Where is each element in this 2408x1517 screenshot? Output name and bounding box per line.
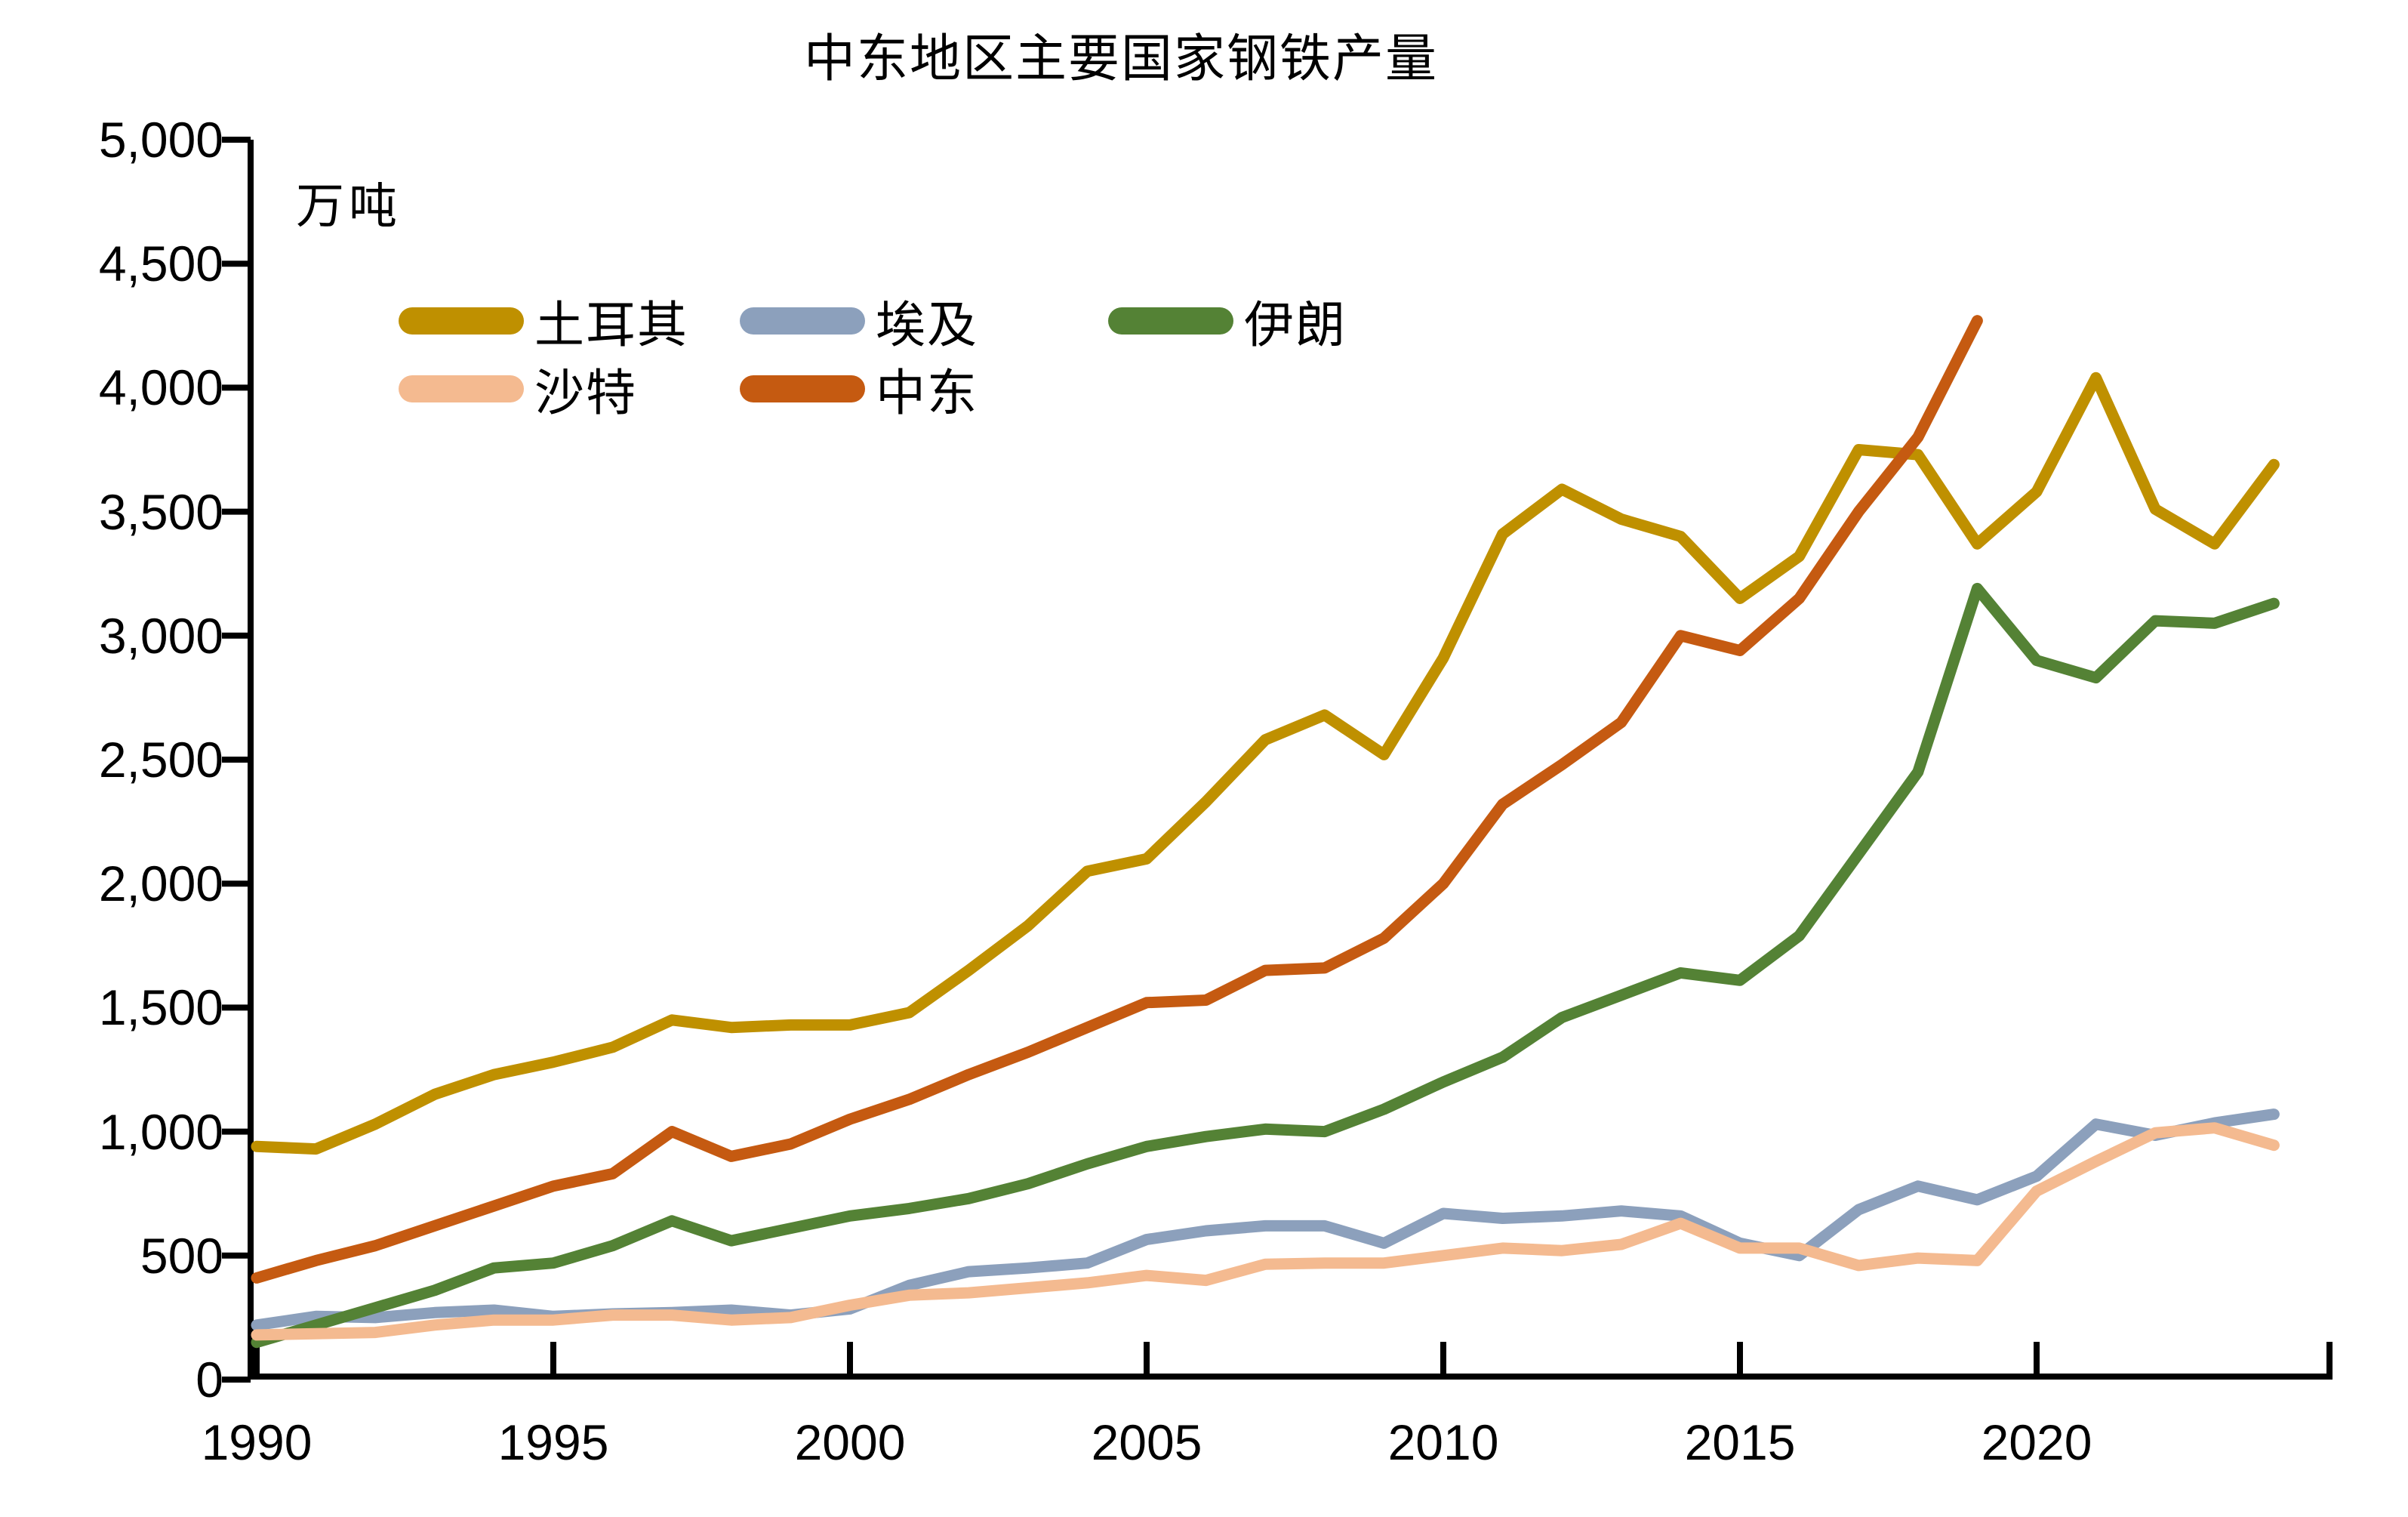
legend-label-middle-east: 中东	[876, 366, 978, 421]
legend-label-iran: 伊朗	[1244, 298, 1347, 353]
middle-east-line-swatch	[740, 375, 865, 402]
legend-label-turkey: 土耳其	[534, 298, 688, 353]
legend-item-egypt[interactable]: 埃及	[740, 294, 978, 353]
chart-title: 中东地区主要国家钢铁产量	[803, 30, 1438, 88]
y-tick-label: 500	[140, 1227, 223, 1284]
line-iran	[251, 582, 2280, 1349]
y-tick-label: 3,500	[98, 483, 223, 540]
iran-line-swatch	[1108, 307, 1233, 335]
y-axis-unit-label: 万吨	[296, 180, 402, 233]
legend-item-turkey[interactable]: 土耳其	[399, 294, 688, 353]
y-tick-label: 2,000	[98, 856, 223, 912]
y-tick-label: 5,000	[98, 112, 223, 168]
saudi-line-swatch	[399, 375, 524, 402]
x-tick-label: 1990	[201, 1414, 313, 1470]
line-saudi	[251, 1122, 2280, 1341]
legend-item-iran[interactable]: 伊朗	[1108, 294, 1347, 353]
y-tick-label: 4,500	[98, 236, 223, 292]
x-tick-label: 2015	[1684, 1414, 1796, 1470]
legend-label-saudi: 沙特	[534, 366, 637, 421]
x-tick-label: 2020	[1981, 1414, 2092, 1470]
x-tick-label: 2005	[1091, 1414, 1202, 1470]
legend-label-egypt: 埃及	[876, 298, 978, 353]
egypt-line-swatch	[740, 307, 865, 335]
legend-item-saudi[interactable]: 沙特	[399, 362, 637, 421]
x-tick-label: 2000	[794, 1414, 906, 1470]
x-tick-label: 1995	[497, 1414, 609, 1470]
line-turkey	[251, 372, 2280, 1155]
y-tick-label: 1,000	[98, 1103, 223, 1160]
x-tick-label: 2010	[1387, 1414, 1499, 1470]
y-tick-label: 4,000	[98, 359, 223, 416]
y-tick-label: 2,500	[98, 732, 223, 788]
y-tick-label: 0	[196, 1352, 223, 1408]
y-tick-label: 1,500	[98, 979, 223, 1036]
line-egypt	[251, 1108, 2280, 1331]
turkey-line-swatch	[399, 307, 524, 335]
y-tick-label: 3,000	[98, 607, 223, 664]
line-middle-east	[251, 315, 1983, 1284]
legend-item-middle-east[interactable]: 中东	[740, 362, 978, 421]
